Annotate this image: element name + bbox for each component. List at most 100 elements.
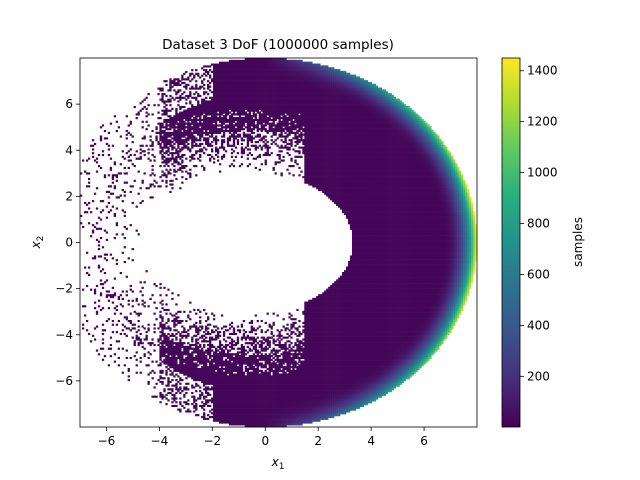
heatmap-cell xyxy=(161,299,164,302)
heatmap-cell xyxy=(167,148,170,151)
heatmap-cell xyxy=(93,225,97,229)
heatmap-cell xyxy=(173,165,176,168)
heatmap-cell xyxy=(270,419,273,422)
heatmap-cell xyxy=(236,397,240,400)
heatmap-cell xyxy=(159,89,162,92)
heatmap-cell xyxy=(242,415,246,419)
heatmap-cell xyxy=(228,120,232,123)
heatmap-cell xyxy=(272,349,275,352)
heatmap-cell xyxy=(212,375,216,378)
heatmap-cell xyxy=(115,305,119,308)
heatmap-cell xyxy=(246,384,250,387)
heatmap-cell xyxy=(242,91,246,94)
heatmap-cell xyxy=(199,316,202,319)
heatmap-cell xyxy=(171,371,174,374)
heatmap-cell xyxy=(270,142,273,146)
heatmap-cell xyxy=(212,417,216,420)
heatmap-cell xyxy=(214,150,218,153)
heatmap-cell xyxy=(195,371,198,374)
heatmap-cell xyxy=(93,257,97,260)
heatmap-cell xyxy=(167,159,170,162)
heatmap-cell xyxy=(254,70,257,74)
heatmap-cell xyxy=(195,329,198,332)
heatmap-cell xyxy=(272,353,275,356)
heatmap-cell xyxy=(248,133,252,136)
heatmap-cell xyxy=(159,150,162,153)
heatmap-cell xyxy=(234,393,238,396)
heatmap-cell xyxy=(201,131,204,134)
heatmap-cell xyxy=(254,375,257,378)
heatmap-cell xyxy=(264,353,267,356)
heatmap-cell xyxy=(205,379,208,382)
heatmap-cell xyxy=(193,139,196,142)
heatmap-cell xyxy=(266,399,269,402)
heatmap-cell xyxy=(232,141,236,144)
heatmap-cell xyxy=(250,373,253,376)
heatmap-cell xyxy=(242,104,246,107)
heatmap-cell xyxy=(246,165,250,168)
heatmap-cell xyxy=(171,366,174,369)
heatmap-cell xyxy=(187,369,190,372)
heatmap-cell xyxy=(187,349,190,352)
heatmap-cell xyxy=(266,85,269,88)
heatmap-cell xyxy=(240,338,244,341)
heatmap-cell xyxy=(179,155,182,158)
heatmap-cell xyxy=(163,345,166,348)
heatmap-cell xyxy=(161,395,164,398)
heatmap-cell xyxy=(189,358,192,361)
heatmap-cell xyxy=(189,109,192,112)
heatmap-cell xyxy=(181,355,184,358)
heatmap-cell xyxy=(201,351,204,354)
heatmap-cell xyxy=(189,122,192,125)
heatmap-cell xyxy=(205,141,208,144)
heatmap-cell xyxy=(216,373,220,376)
heatmap-cell xyxy=(197,133,200,136)
heatmap-cell xyxy=(199,379,202,382)
heatmap-cell xyxy=(252,360,255,363)
heatmap-cell xyxy=(254,388,257,391)
heatmap-cell xyxy=(256,401,259,404)
heatmap-cell xyxy=(276,399,279,402)
heatmap-cell xyxy=(226,91,230,94)
heatmap-cell xyxy=(163,93,166,96)
heatmap-cell xyxy=(258,98,261,101)
heatmap-cell xyxy=(169,380,172,384)
heatmap-cell xyxy=(201,150,204,153)
heatmap-cell xyxy=(201,67,204,70)
heatmap-cell xyxy=(238,391,242,395)
heatmap-cell xyxy=(272,59,275,62)
heatmap-cell xyxy=(169,83,172,86)
heatmap-cell xyxy=(246,390,250,393)
heatmap-cell xyxy=(216,345,220,348)
heatmap-cell xyxy=(211,148,214,151)
heatmap-cell xyxy=(214,81,218,85)
heatmap-cell xyxy=(161,155,164,158)
heatmap-cell xyxy=(191,113,194,116)
heatmap-cell xyxy=(268,408,271,411)
heatmap-cell xyxy=(242,417,246,420)
heatmap-cell xyxy=(240,124,244,127)
heatmap-cell xyxy=(205,107,208,110)
heatmap-cell xyxy=(179,135,182,138)
heatmap-cell xyxy=(226,96,230,99)
heatmap-cell xyxy=(228,128,232,131)
heatmap-cell xyxy=(179,410,182,413)
heatmap-cell xyxy=(258,63,261,66)
heatmap-cell xyxy=(157,379,160,382)
heatmap-cell xyxy=(226,100,230,103)
heatmap-cell xyxy=(185,358,188,361)
heatmap-cell xyxy=(211,124,214,127)
heatmap-cell xyxy=(133,310,136,313)
heatmap-cell xyxy=(161,343,164,347)
heatmap-cell xyxy=(266,338,269,341)
heatmap-cell xyxy=(211,126,214,129)
heatmap-cell xyxy=(228,72,232,75)
heatmap-cell xyxy=(181,128,184,131)
heatmap-cell xyxy=(250,98,253,101)
heatmap-cell xyxy=(147,152,150,155)
heatmap-cell xyxy=(242,124,246,127)
heatmap-cell xyxy=(270,415,273,419)
heatmap-cell xyxy=(268,340,271,343)
heatmap-cell xyxy=(211,113,214,116)
heatmap-cell xyxy=(234,397,238,400)
